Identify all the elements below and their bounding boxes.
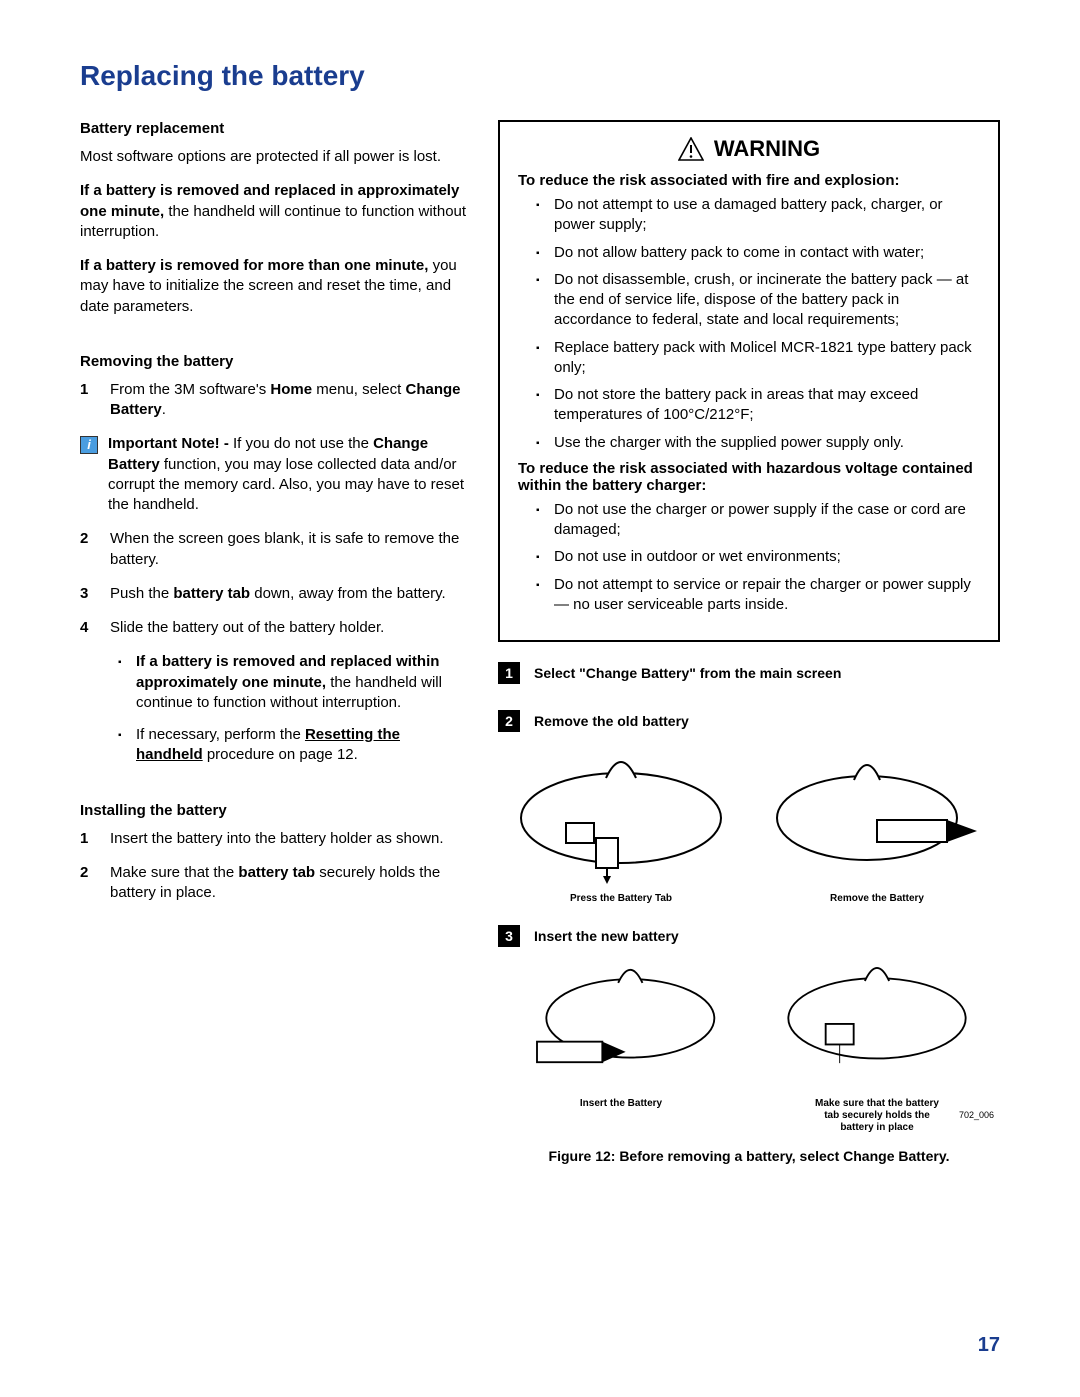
page-number: 17 — [978, 1334, 1000, 1357]
removing-sub-1: ▪ If a battery is removed and replaced w… — [118, 652, 470, 713]
installing-step-2: 2 Make sure that the battery tab securel… — [80, 863, 470, 904]
removing-sub-2: ▪ If necessary, perform the Resetting th… — [118, 725, 470, 766]
figure-step-2-label: Remove the old battery — [534, 713, 689, 729]
diagram-insert-battery: Insert the Battery — [498, 953, 744, 1134]
caption-secure: Make sure that the battery tab securely … — [807, 1098, 947, 1134]
diagram-remove: Press the Battery Tab Remove the Battery — [498, 738, 1000, 905]
figure-step-1-num: 1 — [498, 662, 520, 684]
figure-step-3-num: 3 — [498, 925, 520, 947]
figure-step-3: 3 Insert the new battery — [498, 925, 1000, 947]
diagram-press-tab: Press the Battery Tab — [498, 738, 744, 905]
figure-step-1-label: Select "Change Battery" from the main sc… — [534, 665, 841, 681]
removing-important-note: i Important Note! - If you do not use th… — [80, 434, 470, 515]
caption-remove: Remove the Battery — [754, 893, 1000, 905]
battery-replacement-p1: Most software options are protected if a… — [80, 147, 470, 167]
warn-b1: ▪Do not attempt to use a damaged battery… — [536, 195, 980, 236]
warning-triangle-icon — [678, 137, 704, 161]
warning-title: WARNING — [518, 136, 980, 162]
heading-removing: Removing the battery — [80, 353, 470, 370]
caption-press: Press the Battery Tab — [498, 893, 744, 905]
info-icon: i — [80, 436, 98, 454]
caption-insert: Insert the Battery — [498, 1098, 744, 1110]
warn-b9: ▪Do not attempt to service or repair the… — [536, 575, 980, 616]
right-column: WARNING To reduce the risk associated wi… — [498, 120, 1000, 1164]
warning-box: WARNING To reduce the risk associated wi… — [498, 120, 1000, 642]
figure-caption: Figure 12: Before removing a battery, se… — [498, 1148, 1000, 1164]
left-column: Battery replacement Most software option… — [80, 120, 470, 1164]
warn-b8: ▪Do not use in outdoor or wet environmen… — [536, 547, 980, 567]
diagram-secure: Make sure that the battery tab securely … — [754, 953, 1000, 1134]
warn-b7: ▪Do not use the charger or power supply … — [536, 500, 980, 541]
warn-b3: ▪Do not disassemble, crush, or incinerat… — [536, 270, 980, 331]
battery-replacement-p2: If a battery is removed and replaced in … — [80, 181, 470, 242]
warning-subhead-1: To reduce the risk associated with fire … — [518, 172, 980, 189]
diagram-remove-battery: Remove the Battery — [754, 738, 1000, 905]
heading-installing: Installing the battery — [80, 802, 470, 819]
warn-b4: ▪Replace battery pack with Molicel MCR-1… — [536, 338, 980, 379]
removing-step-1: 1 From the 3M software's Home menu, sele… — [80, 380, 470, 421]
figure-step-3-label: Insert the new battery — [534, 928, 679, 944]
content-columns: Battery replacement Most software option… — [80, 120, 1000, 1164]
heading-battery-replacement: Battery replacement — [80, 120, 470, 137]
page-title: Replacing the battery — [80, 60, 1000, 92]
warn-b2: ▪Do not allow battery pack to come in co… — [536, 243, 980, 263]
battery-replacement-p3: If a battery is removed for more than on… — [80, 256, 470, 317]
warning-subhead-2: To reduce the risk associated with hazar… — [518, 460, 980, 494]
removing-step-2: 2 When the screen goes blank, it is safe… — [80, 529, 470, 570]
figure-ref: 702_006 — [959, 1110, 994, 1120]
warn-b6: ▪Use the charger with the supplied power… — [536, 433, 980, 453]
diagram-insert: Insert the Battery Make sure that the ba… — [498, 953, 1000, 1134]
installing-step-1: 1 Insert the battery into the battery ho… — [80, 829, 470, 849]
warn-b5: ▪Do not store the battery pack in areas … — [536, 385, 980, 426]
removing-step-3: 3 Push the battery tab down, away from t… — [80, 584, 470, 604]
removing-step-4: 4 Slide the battery out of the battery h… — [80, 618, 470, 638]
figure-step-2: 2 Remove the old battery — [498, 710, 1000, 732]
figure-step-2-num: 2 — [498, 710, 520, 732]
figure-step-1: 1 Select "Change Battery" from the main … — [498, 662, 1000, 684]
